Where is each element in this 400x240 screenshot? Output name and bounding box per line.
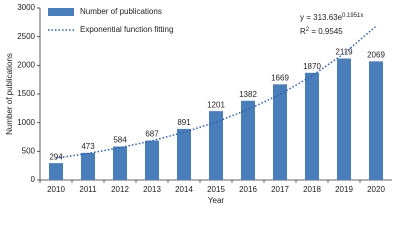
x-tick-label: 2015 bbox=[207, 185, 225, 194]
bar bbox=[273, 84, 287, 180]
x-tick-label: 2013 bbox=[143, 185, 161, 194]
value-label: 1382 bbox=[239, 90, 257, 99]
chart: Number of publications Year y = 313.63e0… bbox=[5, 3, 392, 205]
r-squared-base: R bbox=[300, 27, 306, 36]
legend-label: Number of publications bbox=[80, 7, 162, 16]
value-label: 1870 bbox=[303, 62, 321, 71]
value-label: 2119 bbox=[335, 48, 353, 57]
legend-label: Exponential function fitting bbox=[80, 25, 173, 34]
x-tick-label: 2018 bbox=[303, 185, 321, 194]
value-label: 1669 bbox=[271, 73, 289, 82]
x-tick-label: 2014 bbox=[175, 185, 193, 194]
fit-equation-exponent: 0.1951x bbox=[342, 13, 363, 19]
value-label: 1201 bbox=[207, 100, 225, 109]
y-tick-label: 1500 bbox=[17, 89, 35, 98]
x-tick-label: 2019 bbox=[335, 185, 353, 194]
y-tick-label: 0 bbox=[31, 175, 36, 184]
y-tick-label: 1000 bbox=[17, 118, 35, 127]
y-tick-label: 3000 bbox=[17, 3, 35, 12]
value-label: 687 bbox=[145, 130, 159, 139]
value-label: 2069 bbox=[367, 50, 385, 59]
y-tick-label: 2500 bbox=[17, 32, 35, 41]
bar bbox=[145, 140, 159, 180]
bar bbox=[113, 146, 127, 180]
x-tick-label: 2012 bbox=[111, 185, 129, 194]
value-label: 473 bbox=[81, 142, 95, 151]
bar bbox=[305, 72, 319, 180]
r-squared-rest: = 0.9545 bbox=[309, 27, 343, 36]
y-axis-label: Number of publications bbox=[5, 53, 14, 135]
r-squared: R2 = 0.9545 bbox=[300, 27, 343, 37]
r-squared-exponent: 2 bbox=[306, 27, 310, 33]
bar bbox=[49, 163, 63, 180]
bar bbox=[177, 128, 191, 180]
legend-swatch bbox=[48, 8, 74, 16]
bar bbox=[369, 61, 383, 180]
x-tick-label: 2020 bbox=[367, 185, 385, 194]
fit-line bbox=[55, 25, 377, 159]
x-axis-label: Year bbox=[208, 196, 225, 205]
value-label: 891 bbox=[177, 118, 191, 127]
fit-equation: y = 313.63e0.1951x bbox=[300, 13, 363, 23]
bar bbox=[81, 152, 95, 180]
y-tick-label: 2000 bbox=[17, 60, 35, 69]
x-tick-label: 2016 bbox=[239, 185, 257, 194]
bar bbox=[337, 58, 351, 180]
value-label: 584 bbox=[113, 136, 127, 145]
x-tick-label: 2017 bbox=[271, 185, 289, 194]
fit-equation-base: y = 313.63e bbox=[300, 13, 343, 22]
y-tick-label: 500 bbox=[22, 146, 36, 155]
x-tick-label: 2011 bbox=[79, 185, 97, 194]
value-label: 294 bbox=[49, 152, 63, 161]
bar bbox=[209, 111, 223, 180]
bar bbox=[241, 100, 255, 180]
x-tick-label: 2010 bbox=[47, 185, 65, 194]
